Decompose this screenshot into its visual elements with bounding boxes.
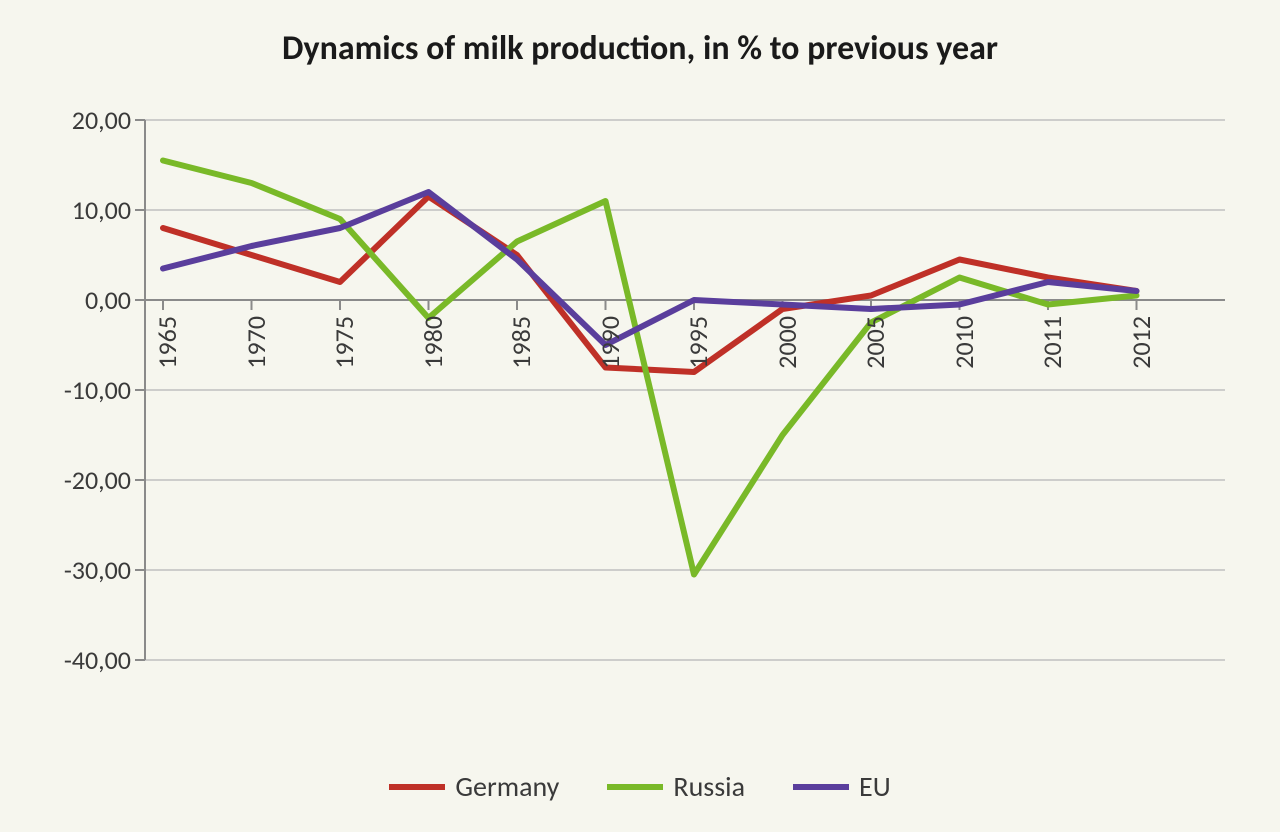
- y-tick-label: -40,00: [64, 644, 145, 676]
- legend-item: Russia: [607, 769, 745, 804]
- chart-title: Dynamics of milk production, in % to pre…: [0, 28, 1280, 69]
- x-tick-label: 1970: [240, 316, 272, 369]
- x-tick-label: 1975: [328, 316, 360, 369]
- y-tick-label: 10,00: [72, 194, 145, 226]
- x-tick-label: 2011: [1036, 316, 1068, 369]
- legend: Germany Russia EU: [0, 763, 1280, 805]
- x-tick-label: 1985: [505, 316, 537, 369]
- legend-item: Germany: [389, 769, 559, 804]
- y-tick-label: 20,00: [72, 104, 145, 136]
- milk-production-chart: Dynamics of milk production, in % to pre…: [0, 0, 1280, 832]
- x-tick-label: 1995: [682, 316, 714, 369]
- x-tick-label: 2012: [1125, 316, 1157, 369]
- legend-label: Germany: [455, 769, 559, 804]
- y-tick-label: 0,00: [85, 284, 145, 316]
- x-tick-label: 1990: [594, 316, 626, 369]
- legend-swatch: [793, 784, 849, 790]
- legend-label: Russia: [673, 769, 745, 804]
- legend-swatch: [389, 784, 445, 790]
- x-tick-label: 2000: [771, 316, 803, 369]
- y-tick-label: -20,00: [64, 464, 145, 496]
- y-tick-label: -30,00: [64, 554, 145, 586]
- x-tick-label: 2010: [948, 316, 980, 369]
- y-tick-label: -10,00: [64, 374, 145, 406]
- x-tick-label: 1965: [151, 316, 183, 369]
- plot-svg: [145, 120, 1225, 660]
- plot-area: 20,0010,000,00-10,00-20,00-30,00-40,0019…: [145, 120, 1225, 660]
- legend-item: EU: [793, 769, 891, 804]
- legend-swatch: [607, 784, 663, 790]
- x-tick-label: 1980: [417, 316, 449, 369]
- x-tick-label: 2005: [859, 316, 891, 369]
- legend-label: EU: [859, 769, 891, 804]
